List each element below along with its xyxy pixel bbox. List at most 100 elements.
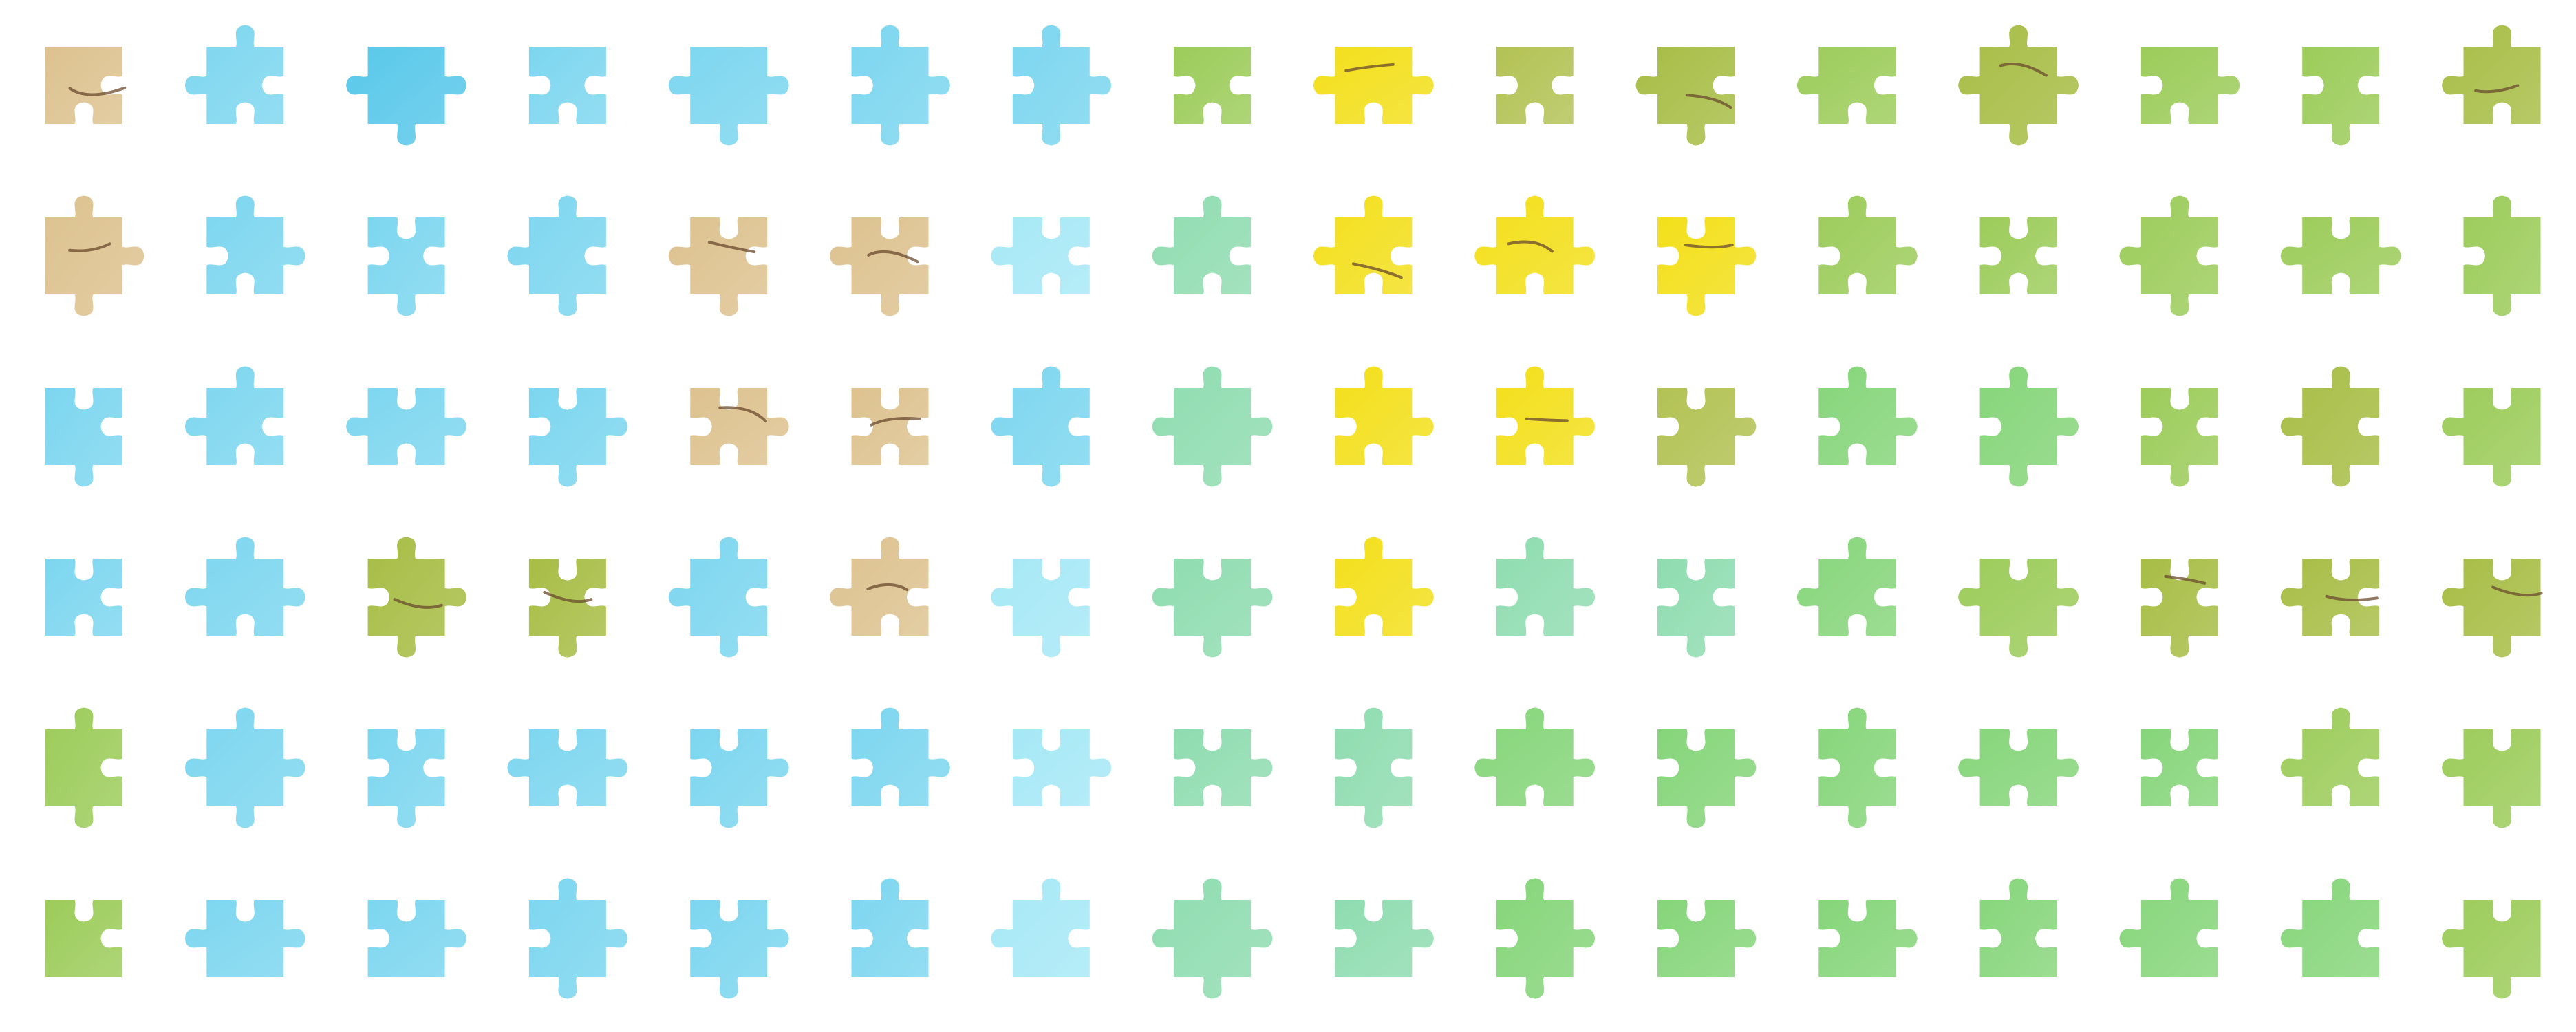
puzzle-piece[interactable] <box>1635 47 1735 146</box>
puzzle-piece[interactable] <box>1152 878 1273 999</box>
puzzle-piece[interactable] <box>1012 729 1112 806</box>
puzzle-piece[interactable] <box>184 25 284 125</box>
puzzle-piece[interactable] <box>1657 388 1757 487</box>
puzzle-piece[interactable] <box>2280 878 2380 978</box>
puzzle-piece[interactable] <box>367 537 467 658</box>
puzzle-piece[interactable] <box>2280 366 2380 487</box>
puzzle-piece[interactable] <box>991 366 1090 487</box>
puzzle-piece[interactable] <box>1657 729 1757 828</box>
puzzle-piece[interactable] <box>1958 559 2079 658</box>
puzzle-piece[interactable] <box>690 729 789 828</box>
puzzle-piece[interactable] <box>206 195 305 295</box>
puzzle-piece[interactable] <box>2140 388 2218 487</box>
puzzle-piece[interactable] <box>668 537 768 658</box>
puzzle-piece[interactable] <box>1335 900 1434 977</box>
puzzle-piece[interactable] <box>1979 366 2079 487</box>
puzzle-piece[interactable] <box>45 707 122 828</box>
puzzle-piece[interactable] <box>1796 537 1896 636</box>
puzzle-piece[interactable] <box>1496 47 1574 124</box>
puzzle-piece[interactable] <box>690 900 789 999</box>
puzzle-piece[interactable] <box>507 729 628 806</box>
puzzle-piece[interactable] <box>851 707 951 807</box>
puzzle-piece[interactable] <box>1152 559 1273 658</box>
puzzle-piece[interactable] <box>1474 707 1596 807</box>
puzzle-piece[interactable] <box>1335 707 1413 828</box>
puzzle-piece[interactable] <box>2280 707 2380 807</box>
puzzle-piece[interactable] <box>528 388 628 487</box>
puzzle-piece[interactable] <box>690 388 789 465</box>
puzzle-piece-shape <box>991 878 1090 977</box>
puzzle-piece[interactable] <box>2119 195 2218 316</box>
puzzle-piece[interactable] <box>2280 559 2380 636</box>
puzzle-piece[interactable] <box>1958 729 2079 806</box>
puzzle-piece[interactable] <box>1796 47 1896 124</box>
puzzle-piece-shape <box>1796 47 1896 124</box>
puzzle-piece[interactable] <box>184 537 305 636</box>
puzzle-piece[interactable] <box>45 195 144 316</box>
puzzle-piece[interactable] <box>45 47 127 124</box>
puzzle-piece[interactable] <box>1474 195 1596 295</box>
puzzle-piece[interactable] <box>851 25 951 146</box>
puzzle-piece[interactable] <box>367 729 445 828</box>
puzzle-piece[interactable] <box>45 388 122 487</box>
puzzle-piece[interactable] <box>507 195 606 316</box>
puzzle-piece[interactable] <box>367 900 467 977</box>
puzzle-piece[interactable] <box>1496 366 1596 466</box>
puzzle-piece[interactable] <box>1657 900 1757 977</box>
puzzle-piece[interactable] <box>2140 559 2218 658</box>
puzzle-piece[interactable] <box>1335 537 1434 636</box>
puzzle-piece[interactable] <box>346 47 467 146</box>
puzzle-piece[interactable] <box>1818 195 1918 295</box>
puzzle-piece[interactable] <box>2302 47 2380 146</box>
puzzle-piece[interactable] <box>991 217 1090 294</box>
puzzle-piece[interactable] <box>1174 729 1273 806</box>
puzzle-piece[interactable] <box>45 559 122 636</box>
puzzle-piece[interactable] <box>528 559 606 658</box>
puzzle-piece[interactable] <box>668 217 768 316</box>
puzzle-piece[interactable] <box>2280 217 2401 294</box>
puzzle-piece[interactable] <box>830 217 929 316</box>
puzzle-piece[interactable] <box>1496 537 1596 636</box>
puzzle-piece[interactable] <box>851 878 929 978</box>
puzzle-piece[interactable] <box>184 366 284 466</box>
puzzle-piece[interactable] <box>2442 25 2541 125</box>
puzzle-piece[interactable] <box>528 878 628 999</box>
puzzle-piece[interactable] <box>1335 366 1434 466</box>
puzzle-piece[interactable] <box>1958 25 2079 146</box>
puzzle-piece[interactable] <box>184 707 305 828</box>
puzzle-piece[interactable] <box>1657 559 1735 658</box>
puzzle-piece-shape <box>2280 217 2401 294</box>
puzzle-piece[interactable] <box>1979 217 2057 294</box>
puzzle-piece[interactable] <box>1496 878 1596 999</box>
puzzle-piece[interactable] <box>2442 729 2541 828</box>
puzzle-piece[interactable] <box>2119 878 2218 978</box>
puzzle-piece[interactable] <box>2140 729 2218 806</box>
puzzle-piece[interactable] <box>2140 47 2240 124</box>
puzzle-piece[interactable] <box>1818 707 1896 828</box>
puzzle-piece[interactable] <box>45 900 122 977</box>
puzzle-piece[interactable] <box>1979 878 2057 978</box>
puzzle-piece[interactable] <box>1818 900 1918 977</box>
puzzle-piece[interactable] <box>2442 388 2541 487</box>
puzzle-piece[interactable] <box>184 900 305 977</box>
puzzle-piece[interactable] <box>1152 195 1252 295</box>
puzzle-piece[interactable] <box>1657 217 1757 316</box>
puzzle-piece[interactable] <box>1313 195 1413 295</box>
puzzle-piece[interactable] <box>2463 195 2541 316</box>
puzzle-piece[interactable] <box>1313 47 1434 124</box>
puzzle-piece[interactable] <box>851 388 929 465</box>
puzzle-piece[interactable] <box>346 388 467 465</box>
puzzle-piece[interactable] <box>668 47 789 146</box>
puzzle-piece[interactable] <box>991 878 1090 978</box>
puzzle-piece[interactable] <box>367 217 445 316</box>
puzzle-piece[interactable] <box>991 559 1090 658</box>
puzzle-piece[interactable] <box>2442 559 2543 658</box>
puzzle-piece[interactable] <box>1152 366 1273 487</box>
puzzle-piece[interactable] <box>528 47 606 124</box>
puzzle-piece[interactable] <box>2442 900 2541 999</box>
puzzle-piece[interactable] <box>830 537 929 636</box>
puzzle-piece[interactable] <box>1174 47 1252 124</box>
puzzle-piece-shape <box>668 47 789 146</box>
puzzle-piece[interactable] <box>1818 366 1918 466</box>
puzzle-piece[interactable] <box>1012 25 1112 146</box>
